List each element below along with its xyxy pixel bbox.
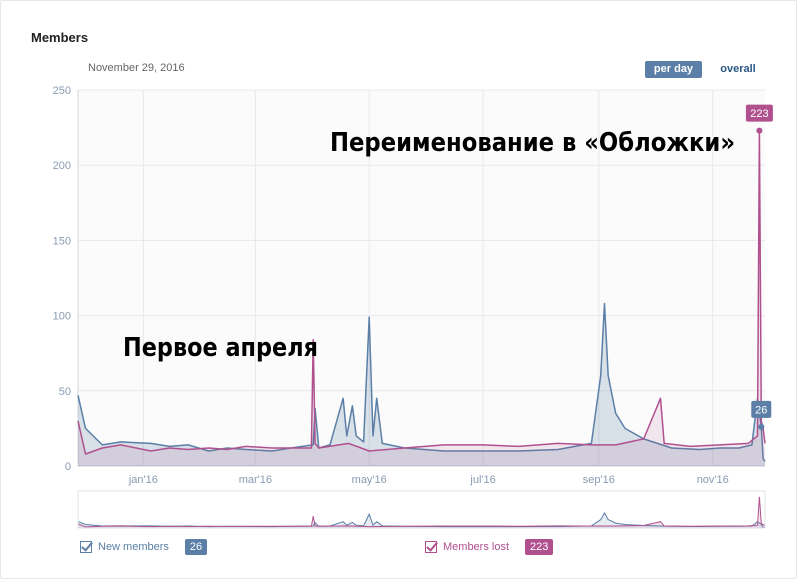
point-label-text: 26: [755, 404, 767, 416]
members-lost-value-badge: 223: [525, 539, 554, 555]
x-tick-label: jul'16: [469, 474, 495, 486]
x-tick-label: jan'16: [128, 474, 158, 486]
x-tick-label: may'16: [352, 474, 387, 486]
x-tick-label: nov'16: [697, 474, 729, 486]
navigator-frame: [77, 490, 766, 529]
members-lost-label: Members lost: [443, 541, 510, 553]
y-tick-label: 150: [53, 235, 71, 247]
card-title: Members: [31, 30, 89, 45]
point-label-badge: [751, 400, 772, 418]
point-marker: [756, 127, 763, 134]
point-label-badge: [745, 104, 773, 122]
y-tick-label: 250: [53, 85, 71, 97]
new-members-value-badge: 26: [184, 539, 208, 555]
new-members-label: New members: [98, 541, 169, 553]
point-marker: [758, 423, 765, 430]
plot-area: [78, 90, 765, 466]
annotation-april-first: Первое апреля: [123, 333, 318, 363]
y-tick-label: 100: [53, 311, 71, 323]
y-tick-label: 50: [59, 386, 71, 398]
navigator-line-lost: [77, 496, 766, 528]
new-members-checkbox[interactable]: [80, 541, 92, 553]
members-lost-checkbox[interactable]: [425, 541, 437, 553]
x-tick-label: sep'16: [583, 474, 615, 486]
legend-new-members[interactable]: New members 26: [80, 539, 208, 555]
annotation-rename: Переименование в «Обложки»: [330, 128, 735, 158]
per-day-button[interactable]: per day: [645, 61, 702, 78]
current-date: November 29, 2016: [88, 62, 185, 74]
series-line-lost: [77, 129, 766, 455]
point-label-text: 223: [750, 108, 768, 120]
overall-button[interactable]: overall: [720, 63, 756, 75]
legend-members-lost[interactable]: Members lost 223: [425, 539, 554, 555]
y-tick-label: 200: [53, 160, 71, 172]
x-tick-label: mar'16: [239, 474, 272, 486]
y-tick-label: 0: [65, 461, 71, 473]
